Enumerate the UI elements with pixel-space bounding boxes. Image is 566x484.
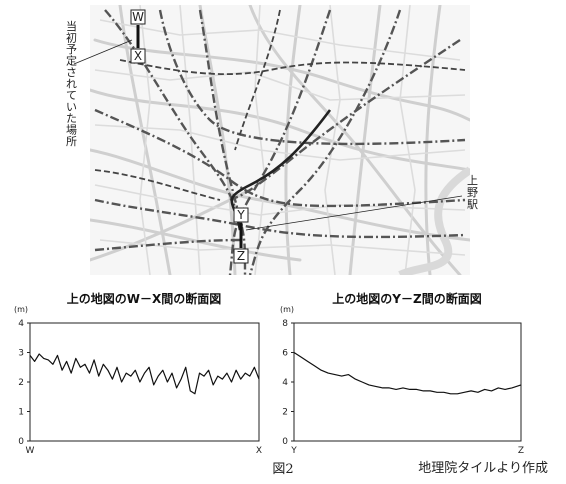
point-w-label: W xyxy=(132,10,144,24)
y-tick-label: 0 xyxy=(18,437,24,447)
y-unit-label: (m) xyxy=(280,305,294,314)
y-tick-label: 3 xyxy=(18,349,24,359)
plot-frame xyxy=(29,322,260,442)
annotation-planned-site: 当初予定されていた場所 xyxy=(66,19,77,148)
source-note: 地理院タイルより作成 xyxy=(418,461,548,476)
y-tick-label: 0 xyxy=(282,437,288,447)
profile-chart-wx: 上の地図のW－X間の断面図 (m) 0 1 2 3 4 W X xyxy=(14,291,262,456)
map-area xyxy=(90,5,470,275)
y-tick-label: 6 xyxy=(282,349,288,359)
y-tick-label: 8 xyxy=(282,319,288,329)
profile-chart-yz: 上の地図のY－Z間の断面図 (m) 0 2 4 6 8 Y Z xyxy=(280,291,524,456)
point-y-label: Y xyxy=(236,208,245,222)
y-unit-label: (m) xyxy=(14,305,28,314)
y-tick-label: 4 xyxy=(18,319,24,329)
profile-line xyxy=(293,351,522,395)
profile-line xyxy=(29,353,260,395)
annotation-ueno-station: 上野駅 xyxy=(467,174,478,211)
x-tick-label: Z xyxy=(518,446,524,456)
yz-section-marker: Y Z xyxy=(233,207,249,264)
point-x-label: X xyxy=(134,49,142,63)
chart-title: 上の地図のW－X間の断面図 xyxy=(67,291,222,306)
chart-title: 上の地図のY－Z間の断面図 xyxy=(332,291,481,306)
x-tick-label: X xyxy=(256,446,262,456)
point-z-label: Z xyxy=(237,249,245,263)
plot-frame xyxy=(293,322,522,442)
map: W X Y Z 当初予定されていた場所 上野駅 xyxy=(66,5,478,275)
y-tick-label: 4 xyxy=(282,378,288,388)
wx-section-marker: W X xyxy=(130,9,146,64)
river xyxy=(398,166,470,275)
y-tick-label: 1 xyxy=(18,408,24,418)
railway-lines xyxy=(94,9,466,275)
leader-line-left xyxy=(73,39,133,65)
x-tick-label: W xyxy=(26,446,35,456)
y-tick-label: 2 xyxy=(282,408,288,418)
figure-caption: 図2 xyxy=(272,462,294,477)
x-tick-label: Y xyxy=(290,446,297,456)
y-tick-label: 2 xyxy=(18,378,24,388)
leader-line-right xyxy=(245,195,463,231)
